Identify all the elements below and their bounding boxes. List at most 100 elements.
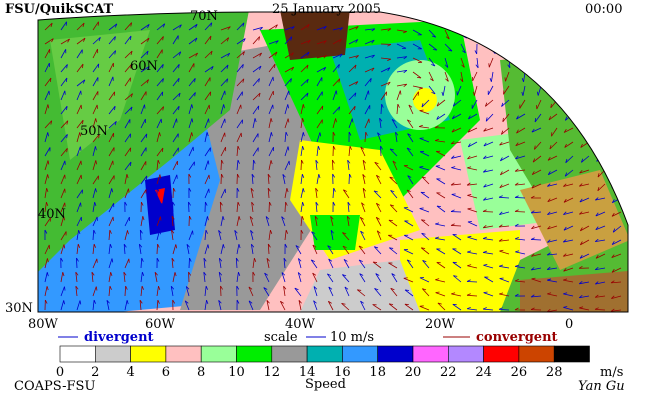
color-swatch (342, 345, 378, 363)
wind-arrow (555, 43, 558, 55)
wind-arrow (188, 271, 191, 283)
wind-arrow (108, 272, 113, 283)
speed-tick: 0 (56, 365, 64, 380)
wind-arrow (483, 263, 494, 269)
wind-arrow (567, 71, 574, 81)
wind-arrow (373, 246, 382, 255)
wind-arrow (451, 155, 462, 159)
wind-arrow (76, 257, 79, 269)
wind-arrow (252, 92, 261, 101)
wind-arrow (172, 133, 179, 143)
wind-arrow (124, 147, 132, 157)
wind-arrow (188, 52, 199, 59)
wind-arrow (483, 155, 494, 159)
wind-arrow (565, 155, 574, 164)
wind-arrow (482, 236, 494, 241)
wind-arrow (503, 85, 510, 95)
wind-arrow (406, 259, 414, 269)
wind-arrow (156, 132, 161, 143)
wind-arrow (514, 293, 526, 297)
wind-arrow (360, 146, 366, 157)
wind-arrow (499, 183, 510, 189)
wind-arrow (408, 104, 414, 115)
wind-arrow (263, 287, 270, 297)
wind-arrow (579, 306, 590, 311)
wind-arrow (380, 81, 391, 87)
wind-arrow (466, 279, 478, 283)
wind-arrow (44, 187, 49, 199)
wind-arrow (76, 243, 81, 255)
wind-arrow (203, 271, 207, 283)
wind-arrow (374, 161, 382, 171)
wind-arrow (615, 141, 622, 151)
wind-arrow (563, 292, 574, 297)
wind-arrow (436, 248, 446, 255)
wind-arrow (613, 113, 622, 122)
wind-arrow (314, 215, 318, 227)
wind-arrow (537, 57, 542, 69)
wind-arrow (266, 299, 270, 311)
wind-arrow (124, 77, 131, 87)
wind-arrow (316, 105, 324, 115)
wind-arrow (92, 21, 99, 31)
wind-arrow (188, 161, 195, 171)
wind-arrow (428, 29, 437, 38)
wind-arrow (92, 77, 99, 87)
wind-arrow (218, 271, 223, 283)
wind-arrow (60, 188, 66, 199)
wind-arrow (60, 160, 66, 171)
wind-arrow (530, 237, 542, 241)
wind-arrow (538, 29, 542, 41)
lon-label: 60W (145, 317, 176, 332)
wind-arrow (188, 104, 194, 115)
speed-unit: m/s (600, 365, 623, 380)
wind-arrow (460, 71, 464, 83)
wind-arrow (482, 224, 494, 229)
wind-arrow (140, 118, 146, 129)
wind-arrow (499, 264, 510, 269)
wind-arrow (108, 132, 115, 143)
wind-arrow (284, 78, 292, 87)
wind-arrow (250, 243, 255, 255)
wind-arrow (374, 288, 382, 297)
wind-arrow (76, 300, 82, 311)
wind-arrow (220, 90, 226, 101)
wind-arrow (564, 141, 574, 148)
wind-arrow (567, 85, 574, 95)
wind-arrow (611, 211, 622, 217)
lon-label: 0 (565, 317, 573, 332)
wind-arrow (595, 253, 606, 259)
wind-arrow (582, 127, 590, 137)
wind-arrow (204, 132, 209, 143)
wind-arrow (612, 225, 622, 233)
wind-arrow (436, 205, 446, 213)
wind-arrow (300, 51, 310, 59)
wind-arrow (236, 299, 240, 311)
wind-arrow (488, 57, 494, 68)
wind-arrow (534, 113, 542, 123)
wind-arrow (364, 90, 370, 101)
wind-arrow (332, 27, 343, 31)
color-swatch (377, 345, 414, 363)
wind-arrow (547, 225, 558, 230)
wind-arrow (220, 159, 224, 171)
wind-arrow (456, 85, 462, 96)
wind-arrow (44, 38, 54, 45)
wind-arrow (156, 243, 160, 255)
wind-arrow (594, 238, 606, 243)
wind-arrow (437, 302, 446, 311)
wind-arrow (613, 127, 622, 135)
wind-arrow (204, 244, 210, 255)
lat-label: 60N (130, 59, 158, 74)
wind-arrow (530, 294, 542, 298)
wind-arrow (361, 202, 366, 213)
wind-arrow (452, 303, 462, 311)
wind-arrow (252, 133, 259, 143)
wind-arrow (156, 63, 164, 73)
wind-arrow (236, 119, 243, 129)
wind-arrow (172, 272, 177, 283)
wind-arrow (220, 78, 229, 87)
wind-arrow (76, 229, 81, 241)
wind-arrow (220, 104, 225, 115)
